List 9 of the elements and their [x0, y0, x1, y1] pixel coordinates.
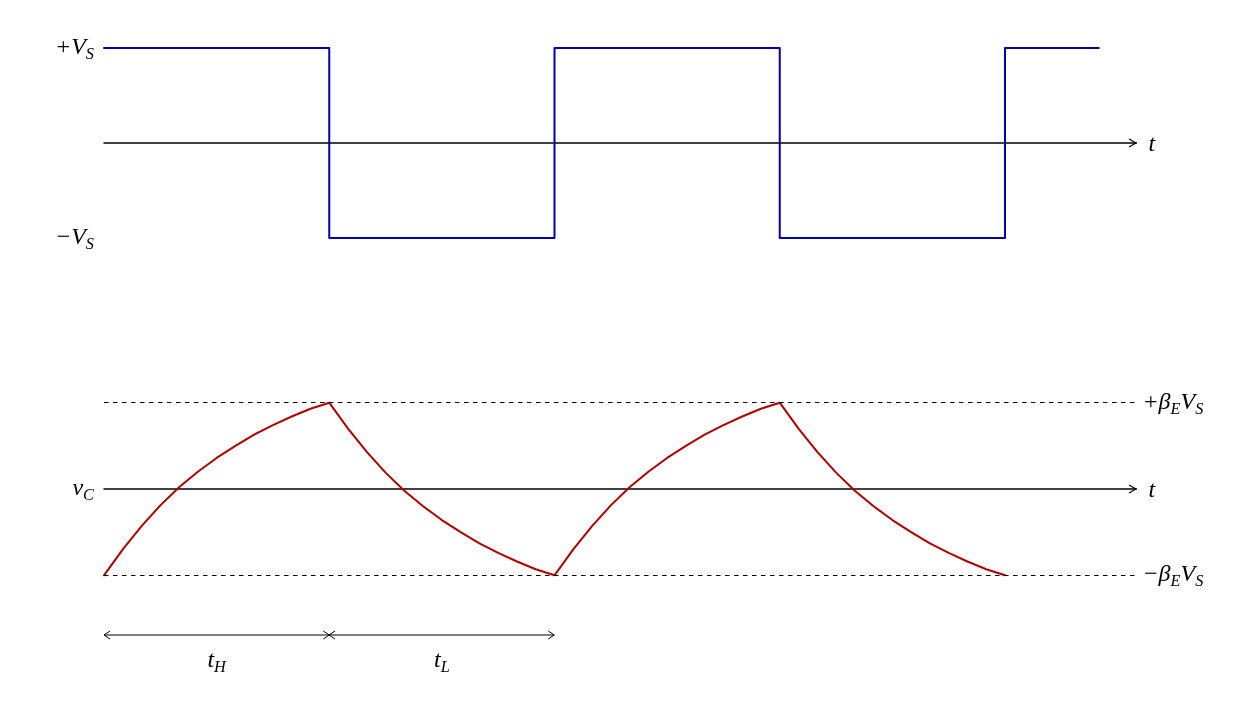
ref-line-label: +β$_{E}$V$_{S}$ [1142, 387, 1204, 418]
text: +V$_{S}$ [54, 33, 94, 63]
x-axis-title: t [1148, 476, 1157, 502]
x-axis-title: t [1148, 130, 1157, 156]
ref-line-label: −β$_{E}$V$_{S}$ [1142, 560, 1204, 591]
text: t$_{L}$ [434, 646, 450, 677]
y-axis-title: v$_{C}$ [72, 474, 94, 504]
text: t$_{H}$ [207, 646, 226, 677]
text: −V$_{S}$ [54, 223, 94, 253]
